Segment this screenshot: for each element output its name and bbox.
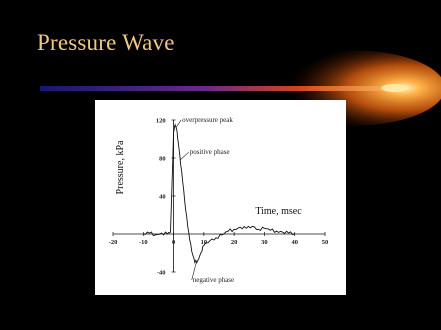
annotation-arrow bbox=[180, 151, 189, 161]
gradient-stripe bbox=[40, 86, 408, 91]
y-axis-title: Pressure, kPa bbox=[115, 140, 126, 194]
x-tick-label: 50 bbox=[322, 239, 329, 246]
x-tick-label: 0 bbox=[172, 239, 175, 246]
chart-plot-area bbox=[143, 123, 295, 264]
y-tick-label: 120 bbox=[156, 118, 166, 125]
comet-core bbox=[381, 84, 409, 92]
y-tick-label: 80 bbox=[159, 156, 166, 163]
x-tick-label: 30 bbox=[261, 239, 268, 246]
x-tick-label: 10 bbox=[201, 239, 208, 246]
x-tick-label: -20 bbox=[109, 239, 118, 246]
annotation-arrow bbox=[176, 119, 182, 127]
chart-annotations: overpressure peak positive phase negative … bbox=[176, 116, 234, 284]
annotation-label: overpressure peak bbox=[182, 116, 233, 124]
y-tick-label: 40 bbox=[159, 194, 166, 201]
slide-title: Pressure Wave bbox=[37, 30, 175, 55]
annotation-label: negative phase bbox=[193, 276, 234, 284]
chart-ticks: -20 -10 0 10 20 30 40 50 -40 40 80 120 bbox=[109, 118, 329, 277]
x-tick-label: 20 bbox=[231, 239, 238, 246]
chart-axes bbox=[113, 120, 325, 272]
chart-panel: -20 -10 0 10 20 30 40 50 -40 40 80 120 overpressure… bbox=[95, 100, 346, 295]
y-tick-label: -40 bbox=[157, 270, 166, 277]
x-tick-label: -10 bbox=[139, 239, 148, 246]
series-line-0 bbox=[143, 123, 295, 264]
annotation-label: positive phase bbox=[190, 148, 230, 156]
pressure-wave-chart: -20 -10 0 10 20 30 40 50 -40 40 80 120 overpressure… bbox=[109, 116, 329, 284]
annotation-arrow bbox=[191, 262, 197, 281]
x-tick-label: 40 bbox=[291, 239, 298, 246]
x-axis-title: Time, msec bbox=[255, 206, 302, 217]
